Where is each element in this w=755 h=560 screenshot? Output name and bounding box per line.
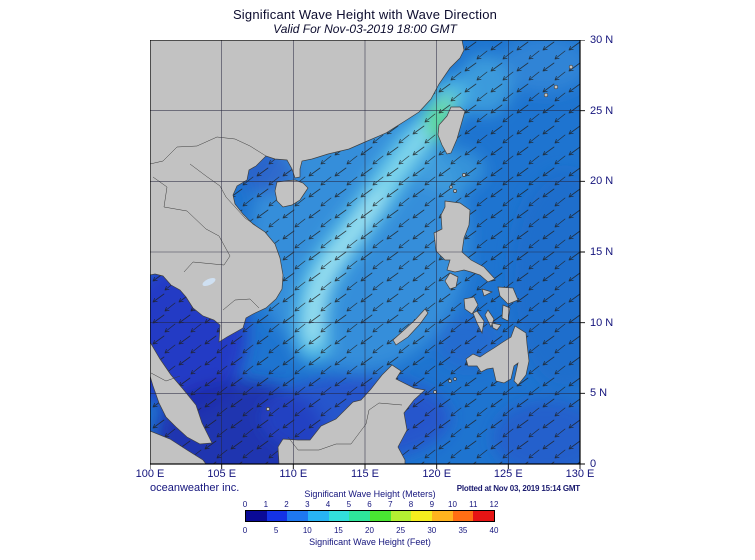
attribution-oceanweather: oceanweather inc. bbox=[150, 482, 240, 494]
small-islands bbox=[266, 64, 574, 411]
island-mindoro bbox=[444, 272, 459, 290]
island-palawan bbox=[392, 308, 429, 346]
lat-label-10n: 10 N bbox=[590, 316, 614, 329]
axis-ticks bbox=[150, 40, 585, 469]
feet-tick-25: 25 bbox=[396, 526, 406, 535]
meters-tick-10: 10 bbox=[448, 500, 457, 509]
island-masbate bbox=[481, 288, 493, 297]
map-valid-time: Valid For Nov-03-2019 18:00 GMT bbox=[273, 22, 457, 36]
lat-label-0: 0 bbox=[590, 458, 597, 470]
meters-tick-4: 4 bbox=[325, 500, 331, 509]
landmass-borneo bbox=[277, 364, 426, 464]
lon-label-130e: 130 E bbox=[565, 468, 595, 480]
grid-layer bbox=[150, 40, 580, 464]
island-bohol bbox=[491, 322, 502, 331]
lat-label-15n: 15 N bbox=[590, 246, 614, 258]
meters-tick-1: 1 bbox=[263, 500, 269, 509]
lat-label-25n: 25 N bbox=[590, 104, 614, 117]
feet-tick-15: 15 bbox=[333, 526, 343, 535]
landmass-china-indochina bbox=[150, 40, 465, 343]
lon-label-115e: 115 E bbox=[351, 468, 379, 480]
lon-label-120e: 120 E bbox=[422, 468, 452, 480]
lon-label-105e: 105 E bbox=[207, 468, 237, 480]
legend-meters-label: Significant Wave Height (Meters) bbox=[304, 489, 436, 499]
lat-label-20n: 20 N bbox=[590, 175, 614, 188]
meters-tick-3: 3 bbox=[305, 500, 310, 509]
plotted-timestamp: Plotted at Nov 03, 2019 15:14 GMT bbox=[456, 484, 580, 493]
feet-tick-0: 0 bbox=[242, 526, 248, 535]
island-negros bbox=[472, 310, 485, 335]
feet-tick-35: 35 bbox=[458, 526, 468, 535]
meters-tick-11: 11 bbox=[469, 500, 478, 509]
lat-label-30n: 30 N bbox=[590, 34, 614, 46]
feet-tick-30: 30 bbox=[427, 526, 437, 535]
lake-tonle-sap bbox=[202, 277, 216, 287]
lat-label-5n: 5 N bbox=[590, 387, 608, 400]
feet-tick-40: 40 bbox=[489, 526, 499, 535]
meters-tick-9: 9 bbox=[429, 500, 435, 509]
map-title: Significant Wave Height with Wave Direct… bbox=[232, 7, 498, 22]
meters-tick-0: 0 bbox=[242, 500, 248, 509]
lon-label-110e: 110 E bbox=[279, 468, 308, 480]
meters-tick-7: 7 bbox=[388, 500, 393, 509]
landmass-sumatra bbox=[150, 430, 207, 464]
meters-tick-12: 12 bbox=[489, 500, 499, 509]
meters-tick-6: 6 bbox=[367, 500, 372, 509]
country-borders bbox=[150, 136, 403, 451]
map-frame bbox=[150, 40, 581, 465]
meters-tick-8: 8 bbox=[408, 500, 414, 509]
map-canvas bbox=[150, 40, 588, 472]
legend-feet-label: Significant Wave Height (Feet) bbox=[309, 537, 431, 547]
meters-tick-2: 2 bbox=[284, 500, 289, 509]
lon-label-100e: 100 E bbox=[135, 468, 165, 480]
feet-tick-10: 10 bbox=[302, 526, 312, 535]
feet-tick-5: 5 bbox=[273, 526, 279, 535]
island-mindanao bbox=[465, 325, 530, 386]
feet-tick-20: 20 bbox=[365, 526, 374, 535]
lon-label-125e: 125 E bbox=[493, 468, 523, 480]
meters-tick-5: 5 bbox=[346, 500, 352, 509]
island-taiwan bbox=[437, 106, 466, 155]
colorbar bbox=[245, 510, 495, 522]
island-panay bbox=[463, 296, 479, 315]
land-layer bbox=[150, 40, 574, 464]
